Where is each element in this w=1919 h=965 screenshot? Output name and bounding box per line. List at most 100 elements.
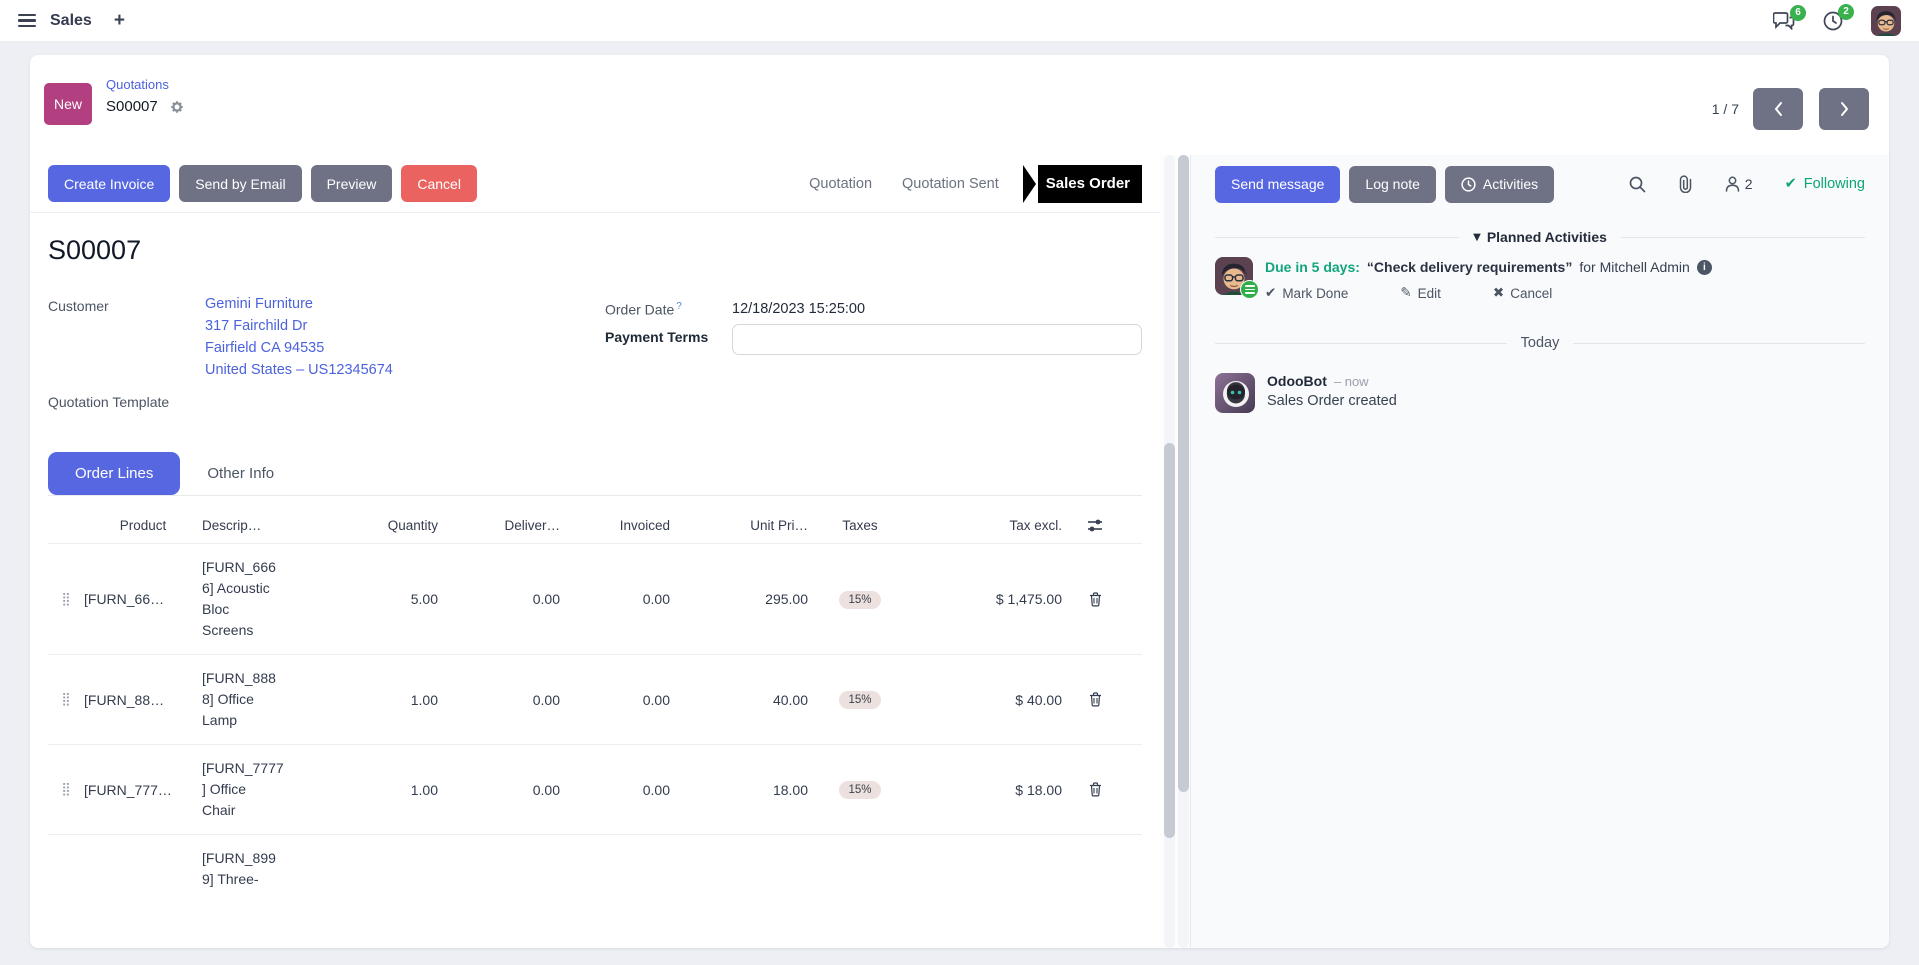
customer-label: Customer <box>48 298 109 314</box>
followers-button[interactable]: 2 <box>1725 176 1753 192</box>
order-lines-header: Product Descrip… Quantity Deliver… Invoi… <box>48 512 1142 543</box>
tax-badge[interactable]: 15% <box>839 691 881 709</box>
drag-handle-icon[interactable]: ⣿ <box>61 782 71 797</box>
cancel-button[interactable]: Cancel <box>401 165 477 202</box>
form-scrollbar-thumb[interactable] <box>1164 443 1175 838</box>
customer-name-link[interactable]: Gemini Furniture <box>205 296 313 312</box>
cell-invoiced[interactable]: 0.00 <box>642 781 670 798</box>
message-author[interactable]: OdooBot <box>1267 373 1327 389</box>
cancel-activity-button[interactable]: ✖ Cancel <box>1492 285 1553 301</box>
planned-activities-toggle[interactable]: ▼ Planned Activities <box>1473 229 1607 245</box>
order-date-value[interactable]: 12/18/2023 15:25:00 <box>732 301 866 317</box>
order-line-row[interactable]: ⣿ [FURN_66… [FURN_666 6] Acoustic Bloc S… <box>48 543 1142 654</box>
send-by-email-button[interactable]: Send by Email <box>179 165 302 202</box>
customer-value: Gemini Furniture 317 Fairchild Dr Fairfi… <box>205 296 393 378</box>
tax-badge[interactable]: 15% <box>839 590 881 609</box>
odoobot-avatar[interactable] <box>1215 373 1255 413</box>
following-button[interactable]: ✔ Following <box>1784 176 1865 192</box>
delete-row-icon[interactable] <box>1062 782 1128 797</box>
search-messages-icon[interactable] <box>1629 176 1646 193</box>
customer-country-link[interactable]: United States – US12345674 <box>205 362 393 378</box>
customer-city-link[interactable]: Fairfield CA 94535 <box>205 340 325 356</box>
cell-quantity[interactable]: 5.00 <box>410 591 438 607</box>
drag-handle-icon[interactable]: ⣿ <box>61 591 71 607</box>
customer-street-link[interactable]: 317 Fairchild Dr <box>205 318 308 334</box>
cell-tax-excl: $ 18.00 <box>1015 781 1062 798</box>
pager-next-button[interactable] <box>1819 88 1869 130</box>
col-quantity[interactable]: Quantity <box>387 518 438 533</box>
delete-row-icon[interactable] <box>1062 692 1128 707</box>
col-delivered[interactable]: Deliver… <box>504 518 560 533</box>
col-description[interactable]: Descrip… <box>202 518 262 533</box>
col-invoiced[interactable]: Invoiced <box>619 518 670 533</box>
stage-quotation[interactable]: Quotation <box>809 175 873 192</box>
cell-delivered[interactable]: 0.00 <box>532 591 560 607</box>
col-unit-price[interactable]: Unit Pri… <box>750 518 808 533</box>
new-button[interactable]: New <box>44 83 92 125</box>
control-panel: New Quotations S00007 1 / 7 <box>30 55 1889 155</box>
gear-icon[interactable] <box>170 100 184 114</box>
cell-unit-price[interactable]: 18.00 <box>772 781 808 798</box>
activities-menu[interactable]: 2 <box>1823 3 1854 31</box>
chatter-toolbar: Send message Log note Activities 2 <box>1215 155 1865 213</box>
cell-product[interactable]: [FURN_66… <box>84 591 165 607</box>
edit-activity-button[interactable]: ✎ Edit <box>1400 285 1441 301</box>
cell-delivered[interactable]: 0.00 <box>532 691 560 708</box>
order-line-row[interactable]: ⣿ [FURN_88… [FURN_888 8] Office Lamp 1.0… <box>48 654 1142 744</box>
create-invoice-button[interactable]: Create Invoice <box>48 165 171 202</box>
col-taxes[interactable]: Taxes <box>842 518 878 533</box>
send-message-button[interactable]: Send message <box>1215 165 1341 203</box>
breadcrumb-current: S00007 <box>106 98 158 115</box>
cell-quantity[interactable]: 1.00 <box>410 691 438 708</box>
activities-button[interactable]: Activities <box>1444 165 1555 203</box>
payment-terms-input[interactable] <box>732 323 1142 355</box>
cell-unit-price[interactable]: 40.00 <box>772 691 808 708</box>
tab-order-lines[interactable]: Order Lines <box>48 452 181 495</box>
stage-quotation-sent[interactable]: Quotation Sent <box>902 175 999 192</box>
mark-done-button[interactable]: ✔ Mark Done <box>1265 285 1349 301</box>
col-product[interactable]: Product <box>119 518 167 533</box>
order-line-row[interactable]: ⣿ [FURN_777… [FURN_7777 ] Office Chair 1… <box>48 744 1142 834</box>
stage-arrow-icon <box>1022 164 1036 203</box>
x-icon: ✖ <box>1492 285 1505 301</box>
record-title: S00007 <box>48 235 142 265</box>
cell-tax-excl: $ 40.00 <box>1015 691 1062 708</box>
cell-delivered[interactable]: 0.00 <box>532 781 560 798</box>
pencil-icon: ✎ <box>1400 285 1412 301</box>
cell-description[interactable]: [FURN_899 9] Three- <box>202 850 276 887</box>
optional-columns-icon[interactable] <box>1087 518 1103 533</box>
activity-assignee: for Mitchell Admin <box>1579 259 1690 275</box>
delete-row-icon[interactable] <box>1062 591 1128 607</box>
cell-invoiced[interactable]: 0.00 <box>642 591 670 607</box>
messages-menu[interactable]: 6 <box>1773 4 1806 30</box>
new-record-plus-icon[interactable]: + <box>113 9 125 31</box>
cell-invoiced[interactable]: 0.00 <box>642 691 670 708</box>
col-tax-excl[interactable]: Tax excl. <box>1009 518 1062 533</box>
tab-other-info[interactable]: Other Info <box>180 452 302 495</box>
help-marker[interactable]: ? <box>676 301 682 312</box>
cell-product[interactable]: [FURN_88… <box>84 691 165 708</box>
preview-button[interactable]: Preview <box>310 165 393 202</box>
message-body: Sales Order created <box>1267 393 1397 409</box>
stage-sales-order-active[interactable]: Sales Order <box>1022 164 1142 203</box>
cell-description[interactable]: [FURN_7777 ] Office Chair <box>202 760 284 818</box>
tax-badge[interactable]: 15% <box>839 781 881 799</box>
cell-quantity[interactable]: 1.00 <box>410 781 438 798</box>
followers-count: 2 <box>1744 176 1753 192</box>
cell-description[interactable]: [FURN_888 8] Office Lamp <box>202 670 276 728</box>
cell-product[interactable]: [FURN_777… <box>84 781 172 798</box>
app-name[interactable]: Sales <box>50 11 92 29</box>
apps-menu-icon[interactable] <box>18 13 36 28</box>
breadcrumb-quotations-link[interactable]: Quotations <box>106 77 169 92</box>
page-scrollbar-thumb[interactable] <box>1178 155 1189 792</box>
cell-unit-price[interactable]: 295.00 <box>765 591 808 607</box>
user-avatar[interactable] <box>1871 5 1901 36</box>
order-line-row[interactable]: [FURN_899 9] Three- <box>48 834 1142 903</box>
cell-description[interactable]: [FURN_666 6] Acoustic Bloc Screens <box>202 559 276 638</box>
info-icon[interactable]: i <box>1696 259 1712 275</box>
log-note-button[interactable]: Log note <box>1349 165 1436 203</box>
drag-handle-icon[interactable]: ⣿ <box>61 692 71 707</box>
pager-previous-button[interactable] <box>1753 88 1803 130</box>
attachments-icon[interactable] <box>1678 175 1693 193</box>
clock-icon <box>1461 176 1476 192</box>
